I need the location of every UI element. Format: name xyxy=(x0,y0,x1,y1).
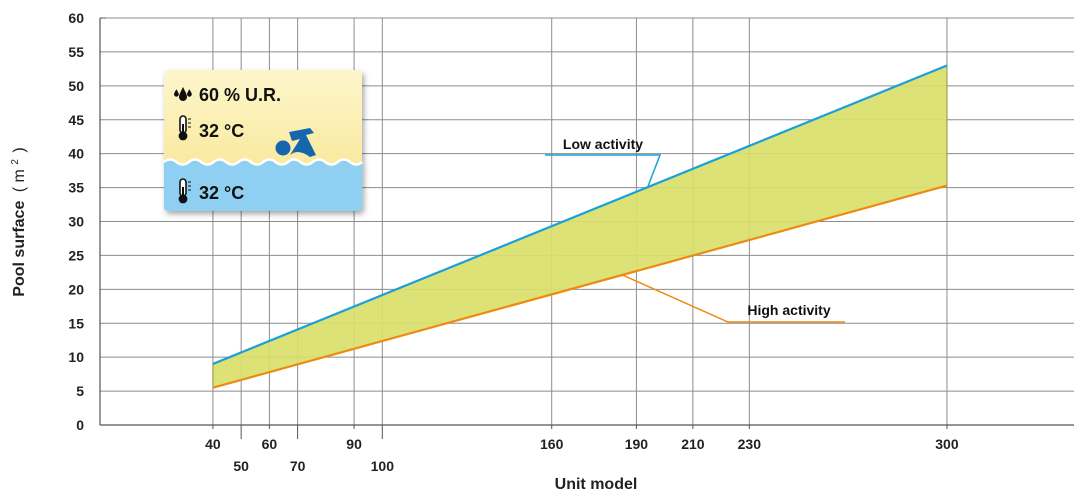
humidity-text: 60 % U.R. xyxy=(199,85,281,105)
y-tick-label: 5 xyxy=(76,383,84,399)
water-area xyxy=(164,159,363,211)
y-tick-label: 20 xyxy=(68,281,84,297)
x-tick-label: 70 xyxy=(290,458,306,474)
low-activity-leader xyxy=(545,154,662,188)
y-tick-label: 35 xyxy=(68,180,84,196)
x-tick-label: 210 xyxy=(681,436,705,452)
thermometer-icon xyxy=(178,178,191,204)
y-tick-label: 15 xyxy=(68,315,84,331)
activity-range-area xyxy=(212,65,948,388)
x-axis-title: Unit model xyxy=(555,476,638,493)
x-tick-label: 160 xyxy=(540,436,564,452)
low-activity-line xyxy=(212,64,948,365)
high-activity-line xyxy=(212,184,948,389)
y-axis-title-main: Pool surface xyxy=(11,201,28,297)
y-tick-label: 40 xyxy=(68,146,84,162)
y-axis-title: Pool surface ( m 2 ) xyxy=(5,147,28,296)
activity-band xyxy=(212,65,947,388)
high-activity-label: High activity xyxy=(747,302,830,318)
x-tick-label: 40 xyxy=(205,436,221,452)
swimmer-icon xyxy=(275,128,316,157)
x-tick-label: 50 xyxy=(233,458,249,474)
x-tick-label: 60 xyxy=(262,436,278,452)
y-tick-label: 45 xyxy=(68,112,84,128)
y-tick-label: 55 xyxy=(68,44,84,60)
x-tick-label: 90 xyxy=(346,436,362,452)
y-axis-title-unit-open: ( m xyxy=(11,169,28,192)
series-annotations: Low activity High activity xyxy=(545,136,845,323)
y-axis-title-unit-sup: 2 xyxy=(10,159,21,165)
water-wave-line xyxy=(163,158,364,166)
y-tick-label: 0 xyxy=(76,417,84,433)
x-tick-label: 100 xyxy=(371,458,395,474)
y-tick-label: 50 xyxy=(68,78,84,94)
water-temperature-text: 32 °C xyxy=(199,183,244,203)
axes xyxy=(99,17,1074,439)
x-tick-label: 230 xyxy=(738,436,762,452)
y-tick-label: 30 xyxy=(68,214,84,230)
y-tick-label: 10 xyxy=(68,349,84,365)
low-activity-label: Low activity xyxy=(563,136,643,152)
x-tick-label: 300 xyxy=(935,436,959,452)
y-tick-label: 25 xyxy=(68,247,84,263)
high-activity-leader xyxy=(621,274,845,323)
x-tick-labels: 40 50 60 70 90 100 160 190 210 230 300 xyxy=(205,436,959,474)
conditions-box: 60 % U.R. 32 °C 32 °C xyxy=(163,70,364,211)
y-tick-label: 60 xyxy=(68,10,84,26)
air-temperature-text: 32 °C xyxy=(199,121,244,141)
series-lines xyxy=(212,64,948,389)
water-drops-icon xyxy=(174,87,192,101)
y-axis-title-unit-close: ) xyxy=(11,147,28,152)
y-tick-labels: 0 5 10 15 20 25 30 35 40 45 50 55 60 xyxy=(68,10,84,433)
thermometer-icon xyxy=(178,115,191,141)
x-tick-label: 190 xyxy=(625,436,649,452)
